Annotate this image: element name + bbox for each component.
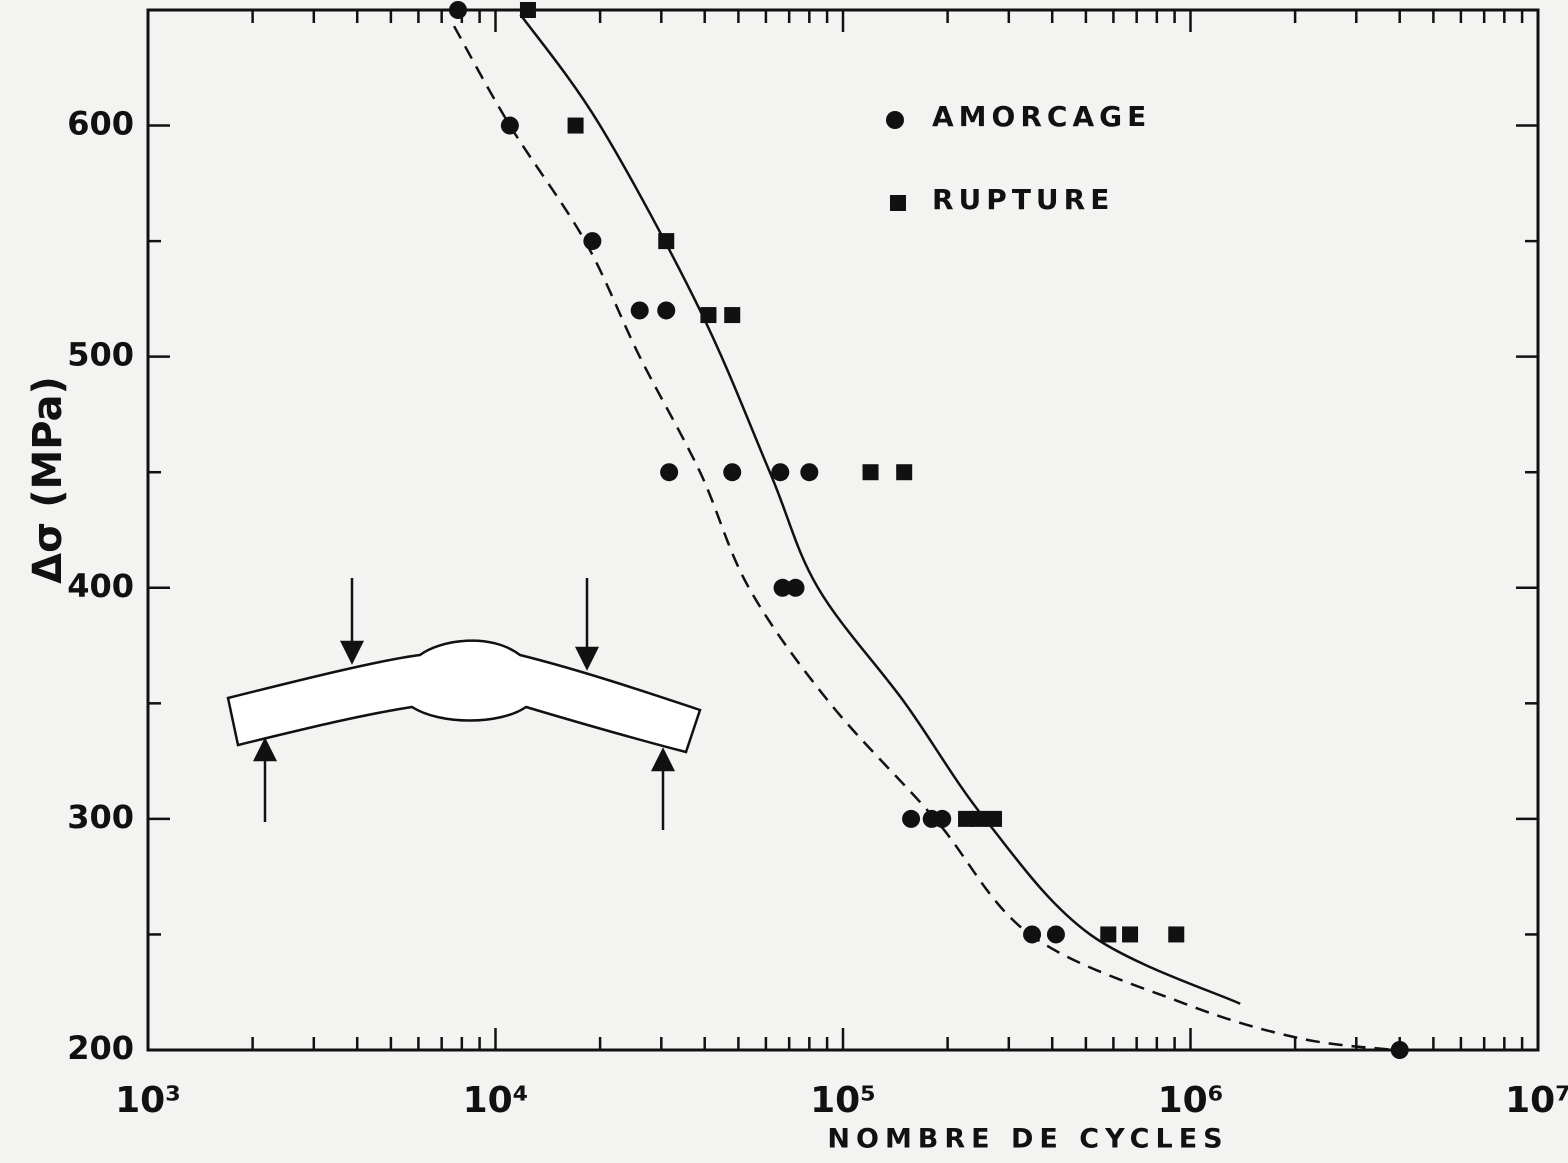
dashed-fit-curve <box>454 26 1395 1050</box>
point-circle <box>660 463 678 481</box>
x-tick-label: 10³ <box>115 1080 181 1121</box>
point-circle <box>657 301 675 319</box>
point-square <box>986 811 1002 827</box>
point-square <box>890 195 906 211</box>
x-tick-label: 10⁴ <box>463 1080 529 1121</box>
point-square <box>724 307 740 323</box>
y-tick-label: 200 <box>67 1029 134 1067</box>
legend-label: RUPTURE <box>932 183 1114 216</box>
point-circle <box>631 301 649 319</box>
point-circle <box>886 111 904 129</box>
x-tick-label: 10⁵ <box>810 1080 876 1121</box>
point-square <box>1100 926 1116 942</box>
point-circle <box>771 463 789 481</box>
point-square <box>568 118 584 134</box>
point-circle <box>583 232 601 250</box>
y-tick-label: 500 <box>67 336 134 374</box>
y-tick-label: 400 <box>67 567 134 605</box>
point-circle <box>800 463 818 481</box>
point-circle <box>1047 925 1065 943</box>
point-square <box>1168 926 1184 942</box>
point-circle <box>933 810 951 828</box>
point-square <box>1122 926 1138 942</box>
point-square <box>896 464 912 480</box>
point-circle <box>449 1 467 19</box>
point-circle <box>501 117 519 135</box>
plot-frame <box>148 10 1538 1050</box>
point-square <box>520 2 536 18</box>
y-tick-label: 600 <box>67 105 134 143</box>
beam-diagram <box>228 578 700 830</box>
x-tick-label: 10⁷ <box>1505 1080 1568 1121</box>
point-circle <box>902 810 920 828</box>
fit-curve <box>520 15 1240 1004</box>
point-circle <box>1391 1041 1409 1059</box>
chart: NOMBRE DE CYCLES Δσ (MPa) 10³ 10⁴ 10⁵ 10⁶ 10… <box>0 0 1568 1163</box>
point-circle <box>787 579 805 597</box>
x-tick-label: 10⁶ <box>1158 1080 1224 1121</box>
y-tick-label: 300 <box>67 798 134 836</box>
x-axis-label: NOMBRE DE CYCLES <box>827 1124 1228 1155</box>
point-square <box>700 307 716 323</box>
point-square <box>863 464 879 480</box>
point-circle <box>1023 925 1041 943</box>
point-circle <box>723 463 741 481</box>
point-square <box>658 233 674 249</box>
legend-label: AMORCAGE <box>932 100 1151 133</box>
y-axis-label: Δσ (MPa) <box>25 376 71 584</box>
point-square <box>971 811 987 827</box>
